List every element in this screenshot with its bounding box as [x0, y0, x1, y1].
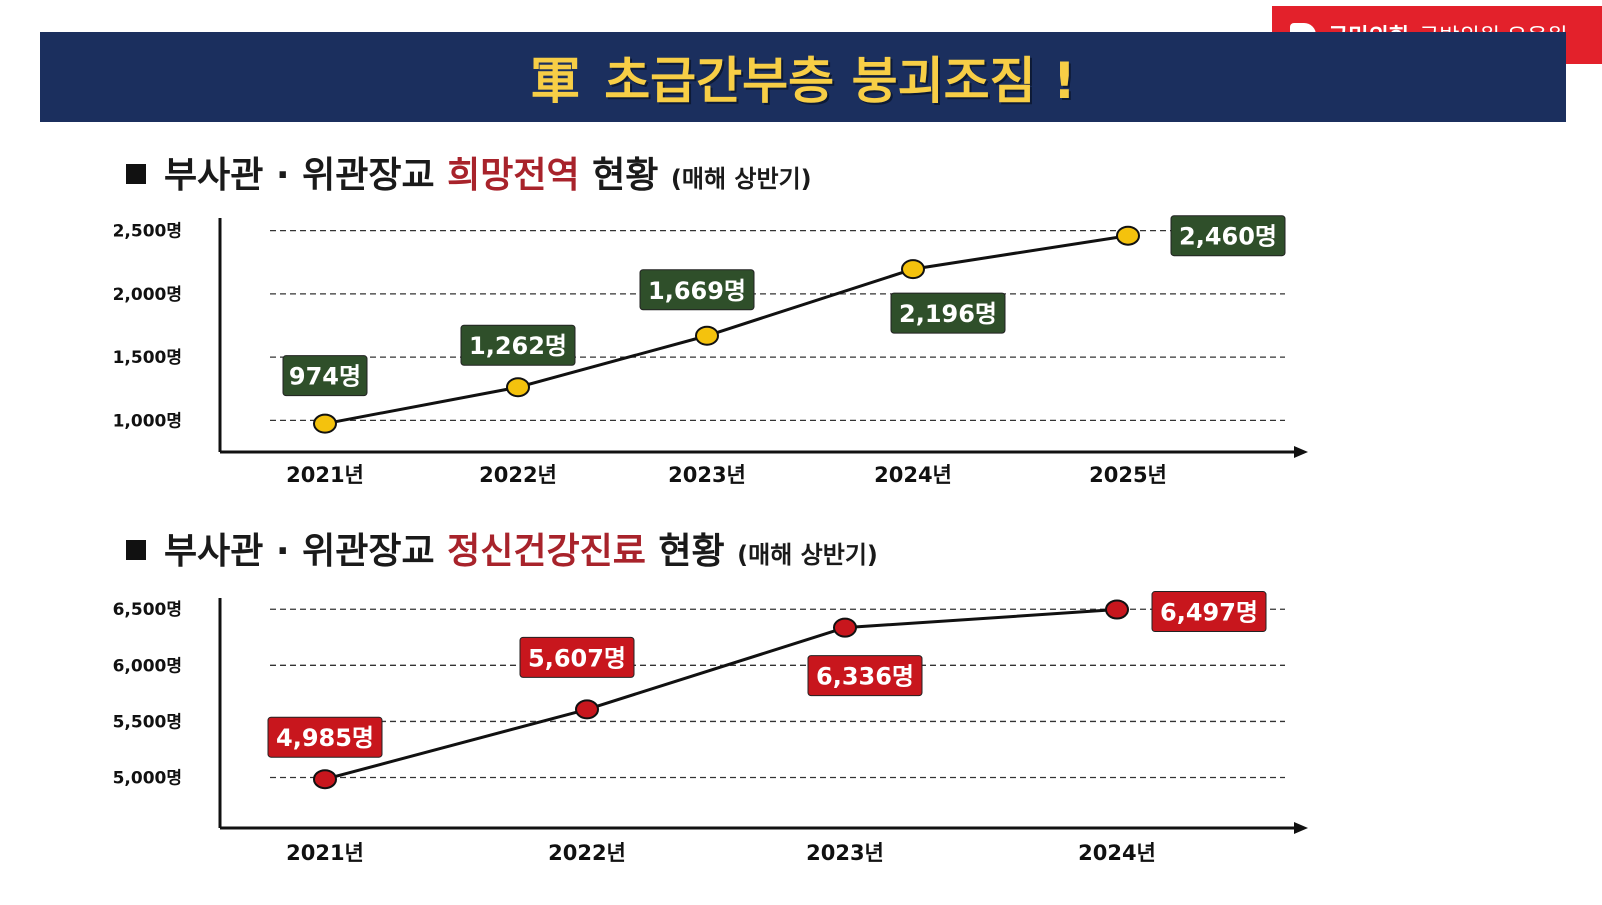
- section-prefix: 부사관 · 위관장교: [164, 155, 448, 196]
- section-prefix: 부사관 · 위관장교: [164, 531, 448, 572]
- series-line: [324, 234, 1129, 426]
- x-tick-label: 2021년: [286, 463, 364, 487]
- data-label-box: [267, 716, 383, 758]
- data-point: [313, 769, 337, 790]
- data-point: [575, 699, 599, 720]
- y-tick-label: 5,500명: [113, 712, 182, 732]
- data-label-box: [282, 355, 368, 397]
- data-point: [833, 617, 857, 638]
- x-axis-arrow-icon: [1294, 446, 1308, 458]
- data-label-box: [519, 636, 635, 678]
- x-tick-label: 2022년: [548, 841, 626, 865]
- data-label: 6,336명: [816, 663, 914, 691]
- data-label: 974명: [289, 363, 361, 391]
- data-label-box: [1170, 215, 1286, 257]
- data-point: [506, 377, 530, 398]
- x-tick-label: 2024년: [1078, 841, 1156, 865]
- section-title-mental-health: 부사관 · 위관장교 정신건강진료 현황 (매해 상반기): [126, 522, 878, 574]
- data-point: [901, 259, 925, 280]
- y-tick-label: 6,500명: [113, 600, 182, 620]
- section-title-discharge: 부사관 · 위관장교 희망전역 현황 (매해 상반기): [126, 146, 812, 198]
- data-label-box: [890, 292, 1006, 334]
- section-highlight: 희망전역: [447, 155, 580, 196]
- section-suffix: 현황: [579, 155, 671, 196]
- x-tick-label: 2024년: [874, 463, 952, 487]
- data-label: 1,669명: [648, 277, 746, 305]
- x-tick-label: 2023년: [806, 841, 884, 865]
- data-label: 2,460명: [1179, 223, 1277, 251]
- banner-title: 초급간부층 붕괴조짐 !: [604, 52, 1076, 110]
- x-tick-label: 2025년: [1089, 463, 1167, 487]
- data-label-box: [639, 269, 755, 311]
- data-label: 6,497명: [1160, 599, 1258, 627]
- section-note: (매해 상반기): [670, 165, 812, 193]
- data-label: 2,196명: [899, 300, 997, 328]
- x-tick-label: 2023년: [668, 463, 746, 487]
- series-line: [324, 608, 1118, 781]
- section-highlight: 정신건강진료: [447, 531, 646, 572]
- banner-hanja: 軍: [530, 51, 581, 110]
- x-tick-label: 2022년: [479, 463, 557, 487]
- section-note: (매해 상반기): [737, 541, 878, 569]
- y-tick-label: 2,500명: [113, 222, 182, 242]
- data-label: 4,985명: [276, 724, 374, 752]
- data-point: [1116, 225, 1140, 246]
- data-point: [695, 325, 719, 346]
- x-axis-arrow-icon: [1294, 822, 1308, 834]
- data-point: [1105, 599, 1129, 620]
- data-label-box: [460, 324, 576, 366]
- title-banner: 軍 초급간부층 붕괴조짐 !: [40, 32, 1566, 122]
- chart-discharge: 1,000명 1,500명 2,000명 2,500명 2021년 2022년 2023년 2…: [113, 215, 1308, 487]
- y-tick-label: 5,000명: [113, 769, 182, 789]
- chart-mental-health: 5,000명 5,500명 6,000명 6,500명 2021년 2022년 2023년 2…: [113, 591, 1308, 865]
- square-bullet-icon: [126, 540, 146, 560]
- data-label: 1,262명: [469, 332, 567, 360]
- y-tick-label: 1,000명: [113, 411, 182, 431]
- data-label-box: [807, 655, 923, 697]
- y-tick-label: 2,000명: [113, 285, 182, 305]
- data-label: 5,607명: [528, 644, 626, 672]
- data-label-box: [1151, 591, 1267, 633]
- section-suffix: 현황: [645, 531, 738, 572]
- y-tick-label: 6,000명: [113, 656, 182, 676]
- x-tick-label: 2021년: [286, 841, 364, 865]
- y-tick-label: 1,500명: [113, 348, 182, 368]
- square-bullet-icon: [126, 164, 146, 184]
- data-point: [313, 413, 337, 434]
